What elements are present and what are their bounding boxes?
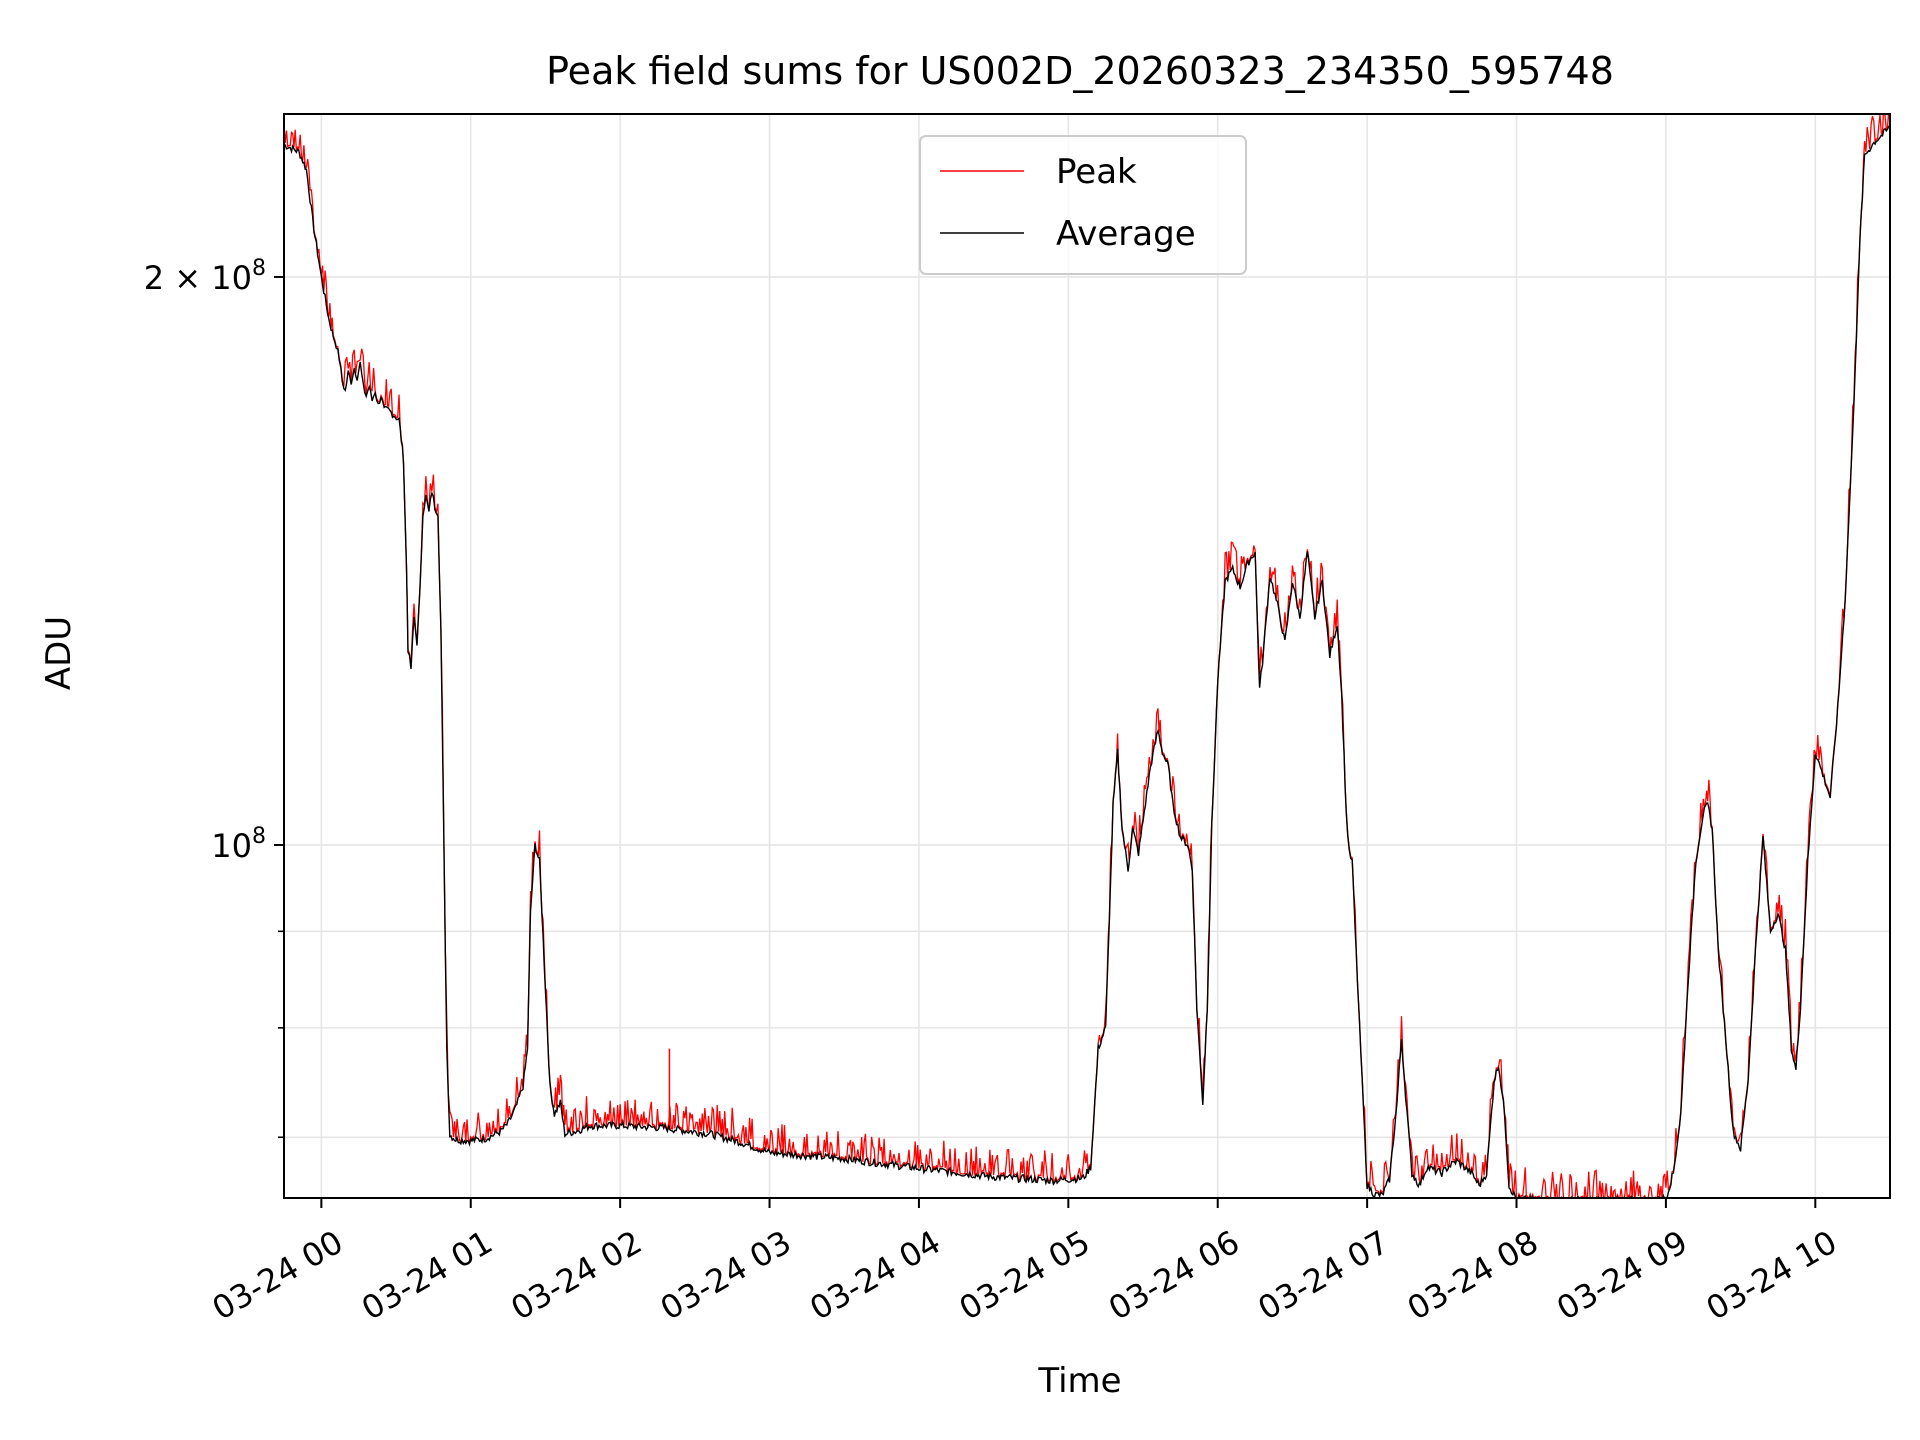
y-tick-label: 108 [211, 824, 266, 865]
chart-title: Peak field sums for US002D_20260323_2343… [546, 49, 1614, 93]
x-axis-label: Time [1037, 1361, 1121, 1401]
plot-frame [283, 113, 1891, 1199]
legend: Peak Average [919, 135, 1247, 275]
y-axis-ticks: 108 2 × 108 [144, 256, 284, 1139]
legend-average-label: Average [1056, 214, 1196, 254]
grid-lines [284, 114, 1890, 1198]
y-axis-label: ADU [39, 616, 79, 690]
y-tick-label: 2 × 108 [144, 256, 266, 297]
legend-peak-label: Peak [1056, 152, 1137, 192]
